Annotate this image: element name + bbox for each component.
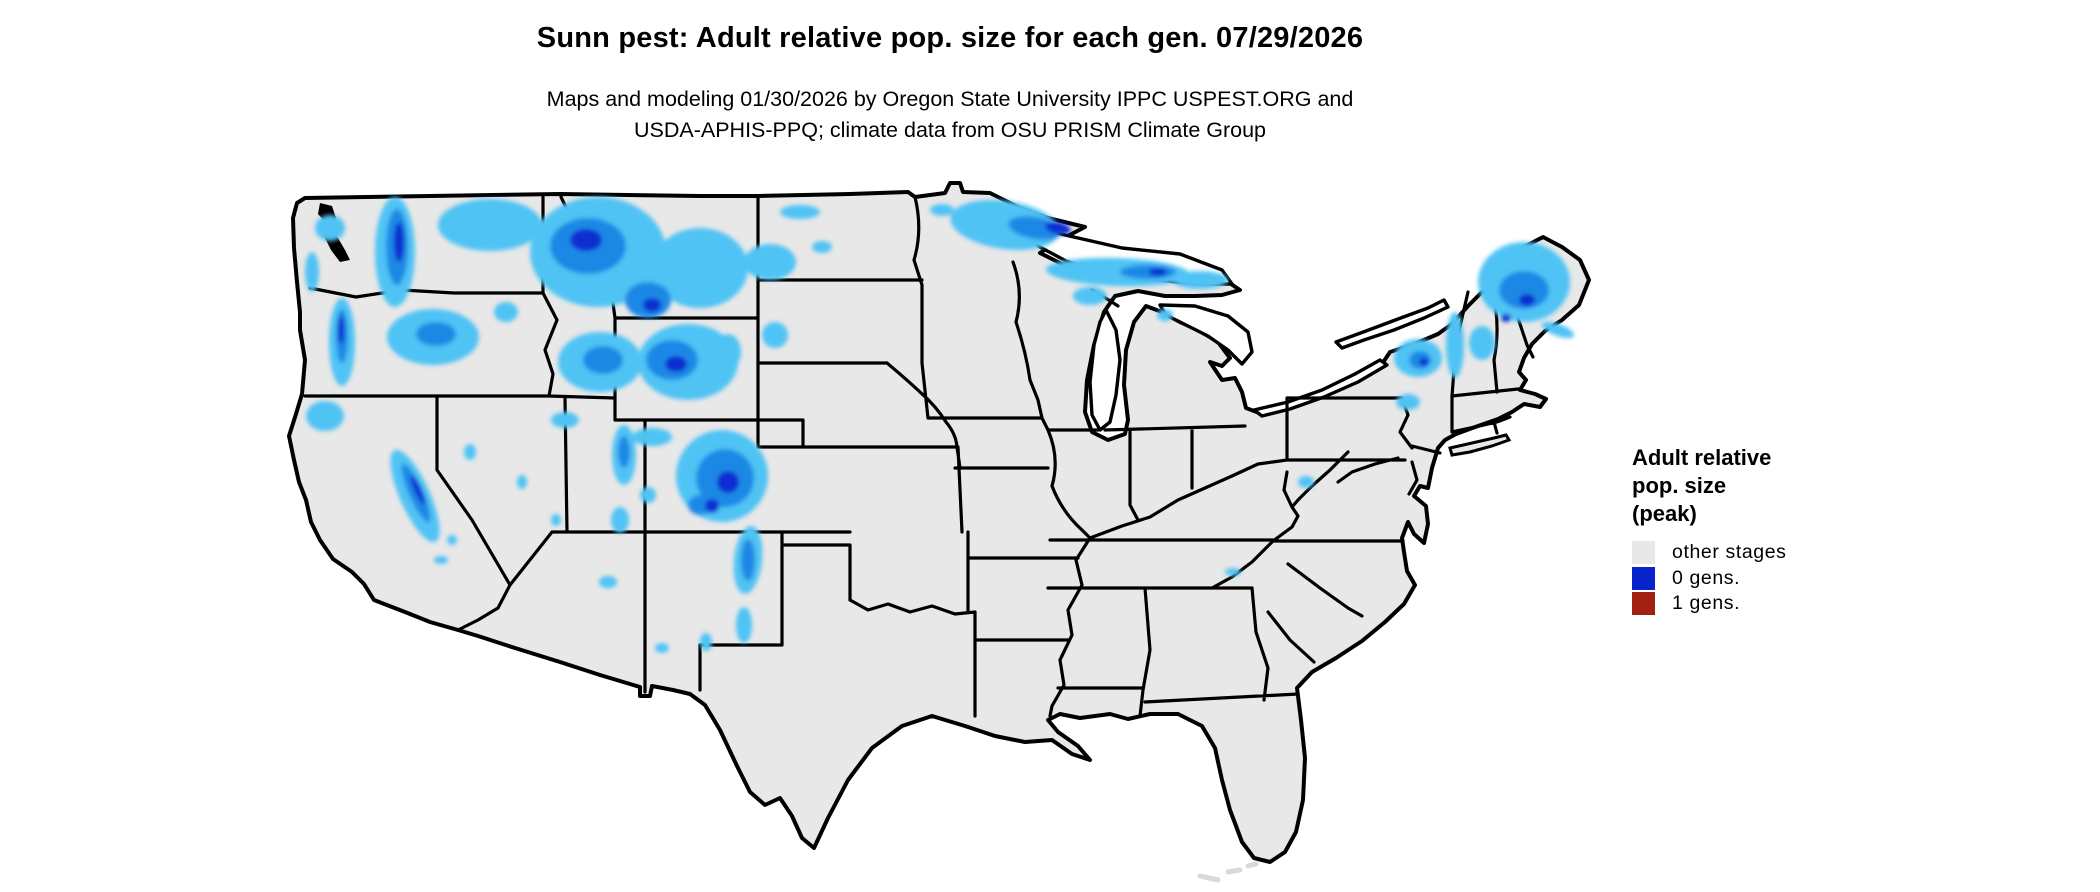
map-subtitle-line1: Maps and modeling 01/30/2026 by Oregon S… <box>546 87 1354 111</box>
lake-erie <box>1252 358 1389 418</box>
lake-ontario <box>1334 298 1450 350</box>
conus-landmass <box>287 181 1591 864</box>
legend: Adult relative pop. size (peak) other st… <box>1632 444 1932 617</box>
gens0-swatch <box>1632 566 1655 590</box>
legend-item-other-stages: other stages <box>1632 540 1932 566</box>
legend-title: Adult relative pop. size (peak) <box>1632 444 1932 528</box>
legend-title-line2: pop. size <box>1632 473 1727 498</box>
legend-title-line3: (peak) <box>1632 501 1697 526</box>
legend-items: other stages 0 gens. 1 gens. <box>1632 540 1932 617</box>
gen0-deep <box>338 221 1535 513</box>
lake-michigan <box>1088 308 1122 432</box>
long-island <box>1448 433 1512 457</box>
legend-item-0-gens: 0 gens. <box>1632 566 1932 592</box>
gens1-swatch <box>1632 592 1655 616</box>
florida-keys <box>1197 861 1259 883</box>
legend-item-1-gens: 1 gens. <box>1632 591 1932 617</box>
legend-label: other stages <box>1672 541 1787 564</box>
map-subtitle: Maps and modeling 01/30/2026 by Oregon S… <box>0 84 1900 146</box>
lake-huron <box>1158 303 1254 366</box>
other-stages-swatch <box>1632 541 1655 565</box>
legend-title-line1: Adult relative <box>1632 445 1772 470</box>
map-title: Sunn pest: Adult relative pop. size for … <box>536 22 1364 54</box>
gen0-overlay <box>305 197 1575 653</box>
legend-label: 0 gens. <box>1672 566 1741 589</box>
map-subtitle-line2: USDA-APHIS-PPQ; climate data from OSU PR… <box>633 118 1267 142</box>
legend-label: 1 gens. <box>1672 592 1741 615</box>
